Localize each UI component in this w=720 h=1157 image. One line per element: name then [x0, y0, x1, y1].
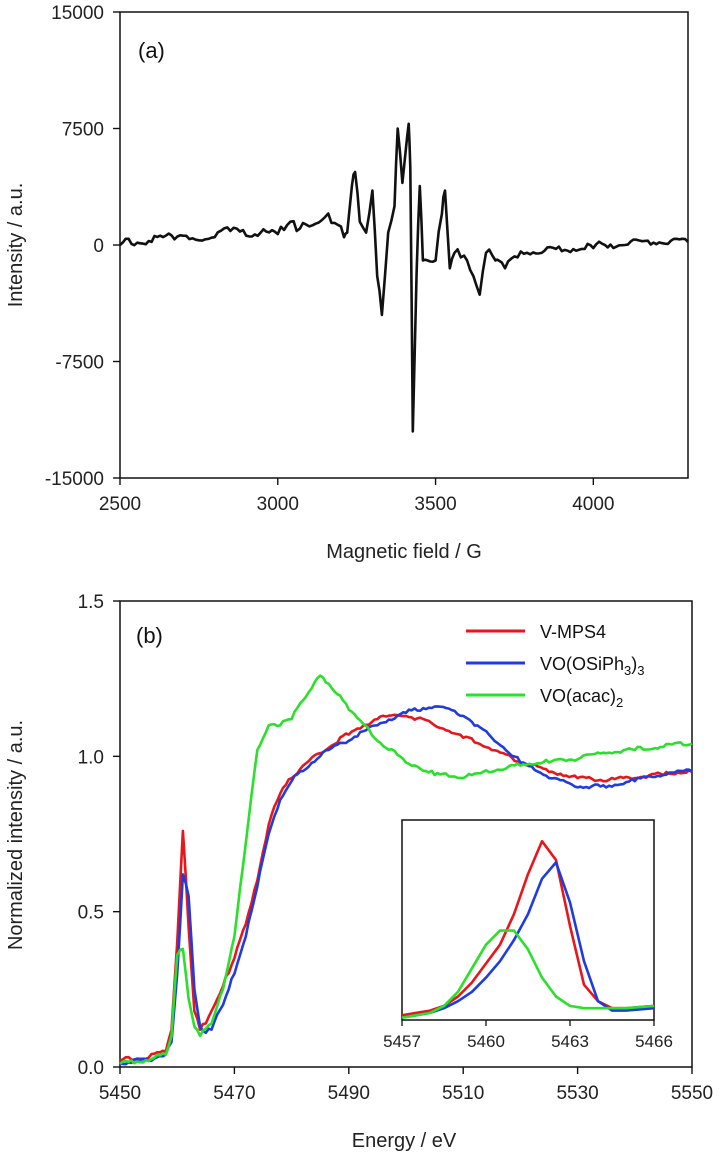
panel-b-xtick-label: 5490 [328, 1083, 370, 1104]
panel-b-chart: (b) 5450 5470 5490 5510 5530 5550 0.0 0.5 1.0 1.5… [5, 592, 713, 1152]
inset-series-line-1 [401, 861, 655, 1019]
legend-label-vo-acac2-main: VO(acac) [540, 686, 616, 706]
panel-b-label: (b) [136, 623, 163, 648]
panel-b-series-line-0 [119, 713, 693, 1062]
panel-b-ticks: 5450 5470 5490 5510 5530 5550 0.0 0.5 1.0 1.5 [78, 592, 714, 1104]
panel-b-plot-frame [119, 600, 693, 1068]
panel-a-ticks: 2500 3000 3500 4000 15000 7500 0 -7500 -15000 [45, 3, 615, 515]
panel-a-ytick-label: 0 [93, 236, 104, 257]
panel-b-ytick-label: 1.5 [78, 592, 104, 613]
panel-b-xlabel: Energy / eV [352, 1130, 457, 1152]
panel-b-xtick-label: 5450 [99, 1083, 141, 1104]
panel-a-series-line-0 [119, 122, 689, 433]
legend-label-vo-osiph3-main: VO(OSiPh [540, 654, 624, 674]
panel-b-ytick-label: 0.0 [78, 1058, 104, 1079]
legend-label-vo-osiph3: VO(OSiPh3)3 [540, 654, 645, 678]
panel-a-ytick-label: -7500 [55, 353, 104, 374]
panel-b-ytick-label: 1.0 [78, 747, 104, 768]
legend-label-vo-osiph3-paren: ) [631, 654, 637, 674]
legend-label-vo-osiph3-sub1: 3 [624, 663, 631, 678]
legend-label-vo-osiph3-sub2: 3 [637, 663, 644, 678]
legend-label-v-mps4: V-MPS4 [540, 622, 606, 642]
legend-label-vo-acac2-sub: 2 [616, 695, 623, 710]
panel-b-ylabel: Normalized intensity / a.u. [5, 720, 27, 950]
inset-frame [401, 819, 655, 1021]
inset-xtick-label: 5463 [551, 1032, 589, 1051]
inset-xtick-label: 5460 [467, 1032, 505, 1051]
panel-a-xtick-label: 2500 [99, 494, 141, 515]
panel-b-xtick-label: 5470 [213, 1083, 255, 1104]
inset-series [401, 839, 655, 1019]
panel-b-inset: 5457 5460 5463 5466 [383, 819, 673, 1051]
legend-label-vo-acac2: VO(acac)2 [540, 686, 623, 710]
panel-a-label: (a) [138, 38, 165, 63]
panel-a-xtick-label: 3000 [257, 494, 299, 515]
inset-xtick-label: 5457 [383, 1032, 421, 1051]
panel-b-legend: V-MPS4 VO(OSiPh3)3 VO(acac)2 [466, 622, 645, 710]
panel-b-xtick-label: 5530 [556, 1083, 598, 1104]
panel-b-xtick-label: 5510 [442, 1083, 484, 1104]
inset-ticks: 5457 5460 5463 5466 [383, 1020, 673, 1051]
panel-a-ytick-label: -15000 [45, 469, 104, 490]
panel-a-series [119, 122, 689, 433]
panel-b-series [119, 674, 693, 1066]
panel-a-xtick-label: 4000 [572, 494, 614, 515]
inset-series-line-2 [401, 929, 655, 1019]
panel-b-series-line-1 [119, 705, 693, 1066]
panel-b-xtick-label: 5550 [671, 1083, 713, 1104]
panel-a-ylabel: Intensity / a.u. [5, 183, 27, 308]
panel-a-xtick-label: 3500 [414, 494, 456, 515]
panel-a-chart: (a) 2500 3000 3500 4000 15000 7500 0 -7500 -1500… [5, 3, 689, 563]
inset-xtick-label: 5466 [635, 1032, 673, 1051]
panel-a-xlabel: Magnetic field / G [326, 541, 482, 563]
panel-b-series-line-2 [119, 674, 693, 1065]
panel-b-ytick-label: 0.5 [78, 903, 104, 924]
panel-a-ytick-label: 15000 [51, 3, 104, 24]
panel-a-ytick-label: 7500 [62, 120, 104, 141]
